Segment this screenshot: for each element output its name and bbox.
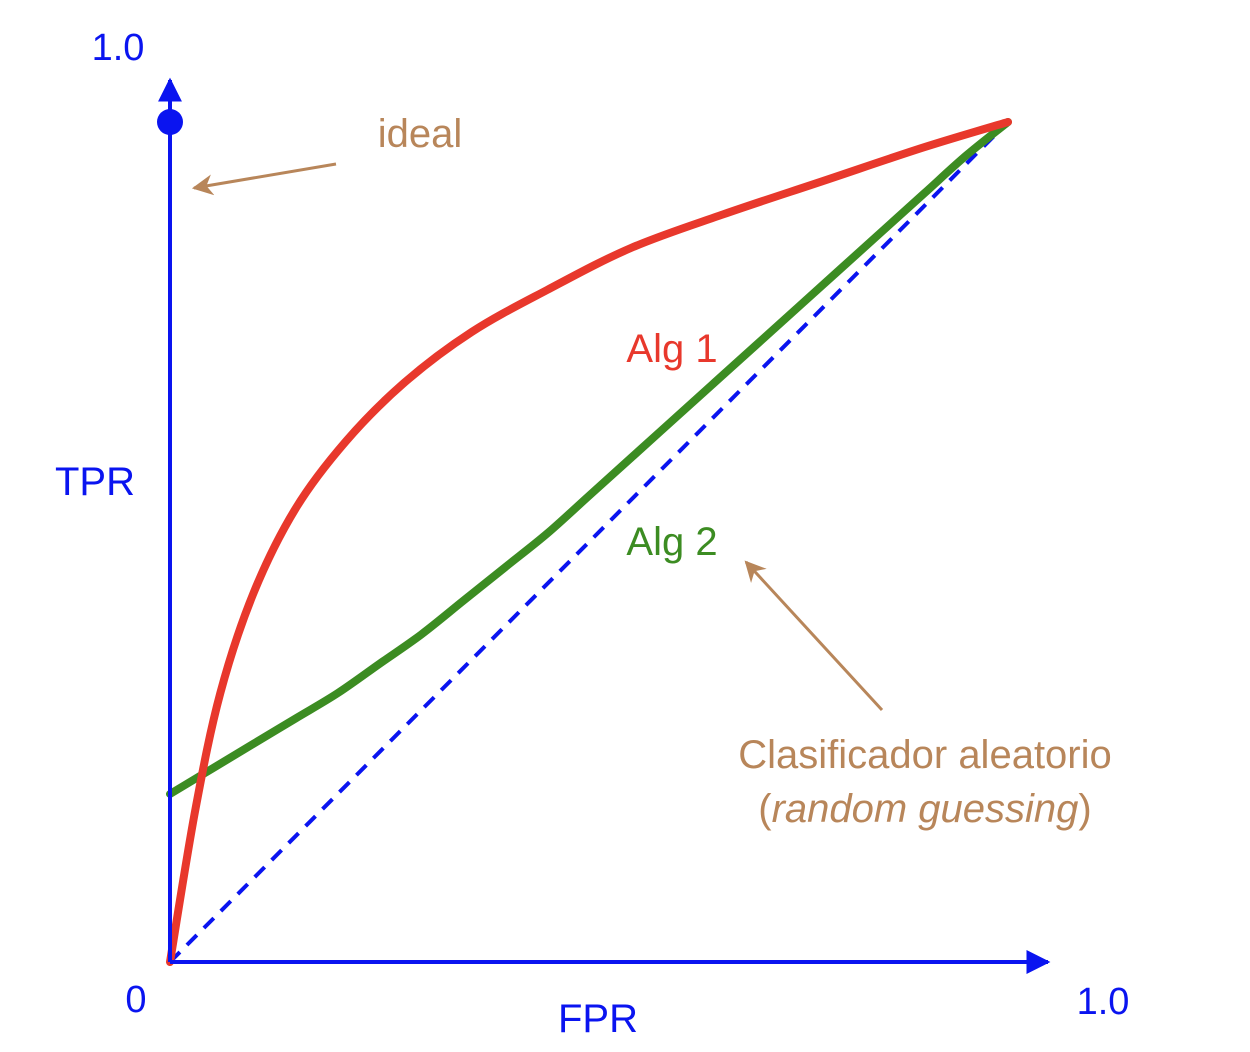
alg2-curve xyxy=(166,118,1012,798)
random-annotation-italic: random guessing xyxy=(772,787,1079,831)
origin-tick: 0 xyxy=(125,979,146,1021)
alg2-label: Alg 2 xyxy=(626,520,717,564)
y-tick-max: 1.0 xyxy=(92,27,145,69)
random-annotation-line1: Clasificador aleatorio xyxy=(738,733,1112,777)
random-annotation-close: ) xyxy=(1078,787,1091,831)
ideal-annotation: ideal xyxy=(378,112,463,156)
x-tick-max: 1.0 xyxy=(1077,981,1130,1023)
random-guessing-line xyxy=(168,120,1010,964)
random-arrow xyxy=(744,560,884,712)
random-annotation-open: ( xyxy=(758,787,772,831)
plot-area xyxy=(157,77,1051,974)
alg1-label: Alg 1 xyxy=(626,327,717,371)
y-axis-label: TPR xyxy=(55,460,135,504)
alg1-curve xyxy=(166,118,1012,966)
random-annotation-line2: (random guessing) xyxy=(758,787,1092,831)
ideal-arrow xyxy=(191,162,337,196)
x-axis-label: FPR xyxy=(558,997,638,1041)
ideal-point xyxy=(157,109,183,135)
